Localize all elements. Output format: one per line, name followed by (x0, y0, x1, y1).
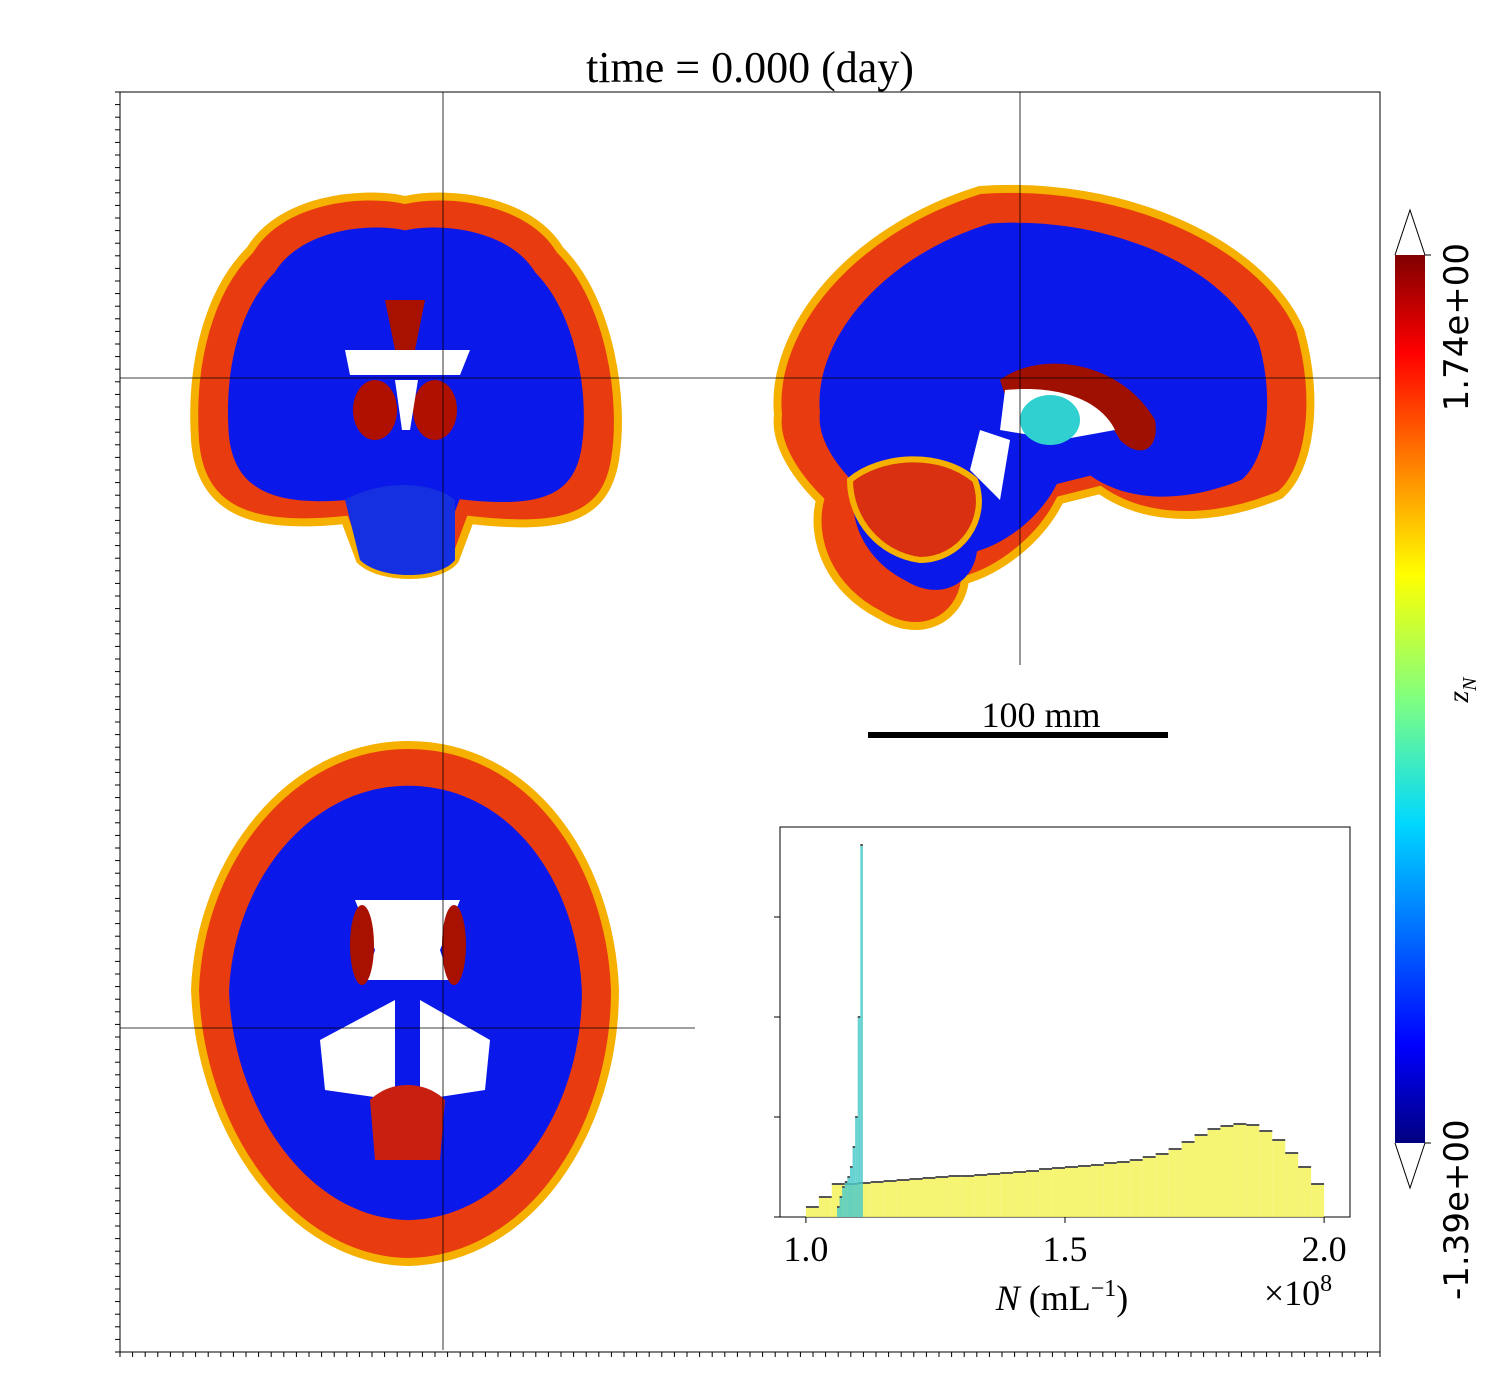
histogram-bar (948, 1176, 962, 1217)
x-label-unit: (mL (1029, 1278, 1091, 1318)
histogram-bar (1142, 1157, 1156, 1217)
histogram-bar (1077, 1166, 1091, 1217)
x-label-symbol: N (995, 1278, 1022, 1318)
histogram-bar (1103, 1163, 1117, 1217)
colorbar-tick-label: -1.39e+00 (1437, 1119, 1477, 1300)
histogram-bar (847, 1177, 850, 1217)
crosshairs (120, 92, 1380, 1350)
histogram-bar (1168, 1149, 1182, 1217)
histogram-bar (935, 1177, 949, 1217)
histogram-bar (1259, 1131, 1273, 1217)
offset-text: ×108 (1264, 1271, 1332, 1313)
histogram-bar (1246, 1125, 1260, 1217)
histogram-bar (1233, 1124, 1247, 1217)
histogram-bar (839, 1197, 843, 1217)
colorbar-extend-max (1394, 208, 1426, 256)
histogram-bar (1116, 1162, 1130, 1217)
scale-bar-label: 100 mm (981, 695, 1100, 735)
histogram-bar (1052, 1168, 1065, 1217)
histogram-bar (857, 1017, 861, 1217)
coronal-slice (190, 192, 622, 579)
x-label-close: ) (1116, 1278, 1128, 1318)
histogram-bar (855, 1117, 858, 1217)
histogram-bar (922, 1178, 936, 1217)
axial-slice (190, 740, 620, 1267)
histogram-bar (818, 1197, 832, 1217)
histogram-bar (883, 1181, 897, 1217)
histogram-bar (1013, 1172, 1027, 1217)
histogram-bar (1000, 1173, 1014, 1217)
colorbar-label-symbol: z (1442, 691, 1475, 704)
histogram-bar (844, 1182, 848, 1217)
x-tick-label: 1.0 (783, 1229, 828, 1269)
histogram-bar (1298, 1167, 1312, 1217)
histogram-bar (961, 1176, 975, 1217)
x-tick-label: 1.5 (1043, 1229, 1088, 1269)
histogram-bar (1090, 1165, 1104, 1217)
colorbar-extend-min (1394, 1142, 1426, 1190)
colorbar (1395, 255, 1425, 1143)
sagittal-slice (773, 185, 1315, 630)
histogram-bar (974, 1175, 988, 1217)
histogram-bar (842, 1187, 845, 1217)
x-tick-label: 2.0 (1302, 1229, 1347, 1269)
histogram: 1.0 1.5 2.0 (774, 844, 1347, 1269)
colorbar-tick-label: 1.74e+00 (1437, 243, 1477, 411)
histogram-bar (805, 1207, 819, 1217)
colorbar-label: zN (1442, 676, 1481, 704)
histogram-bar (909, 1179, 923, 1217)
histogram-bar (1311, 1184, 1325, 1217)
colorbar-ticks: -1.39e+00 1.74e+00 (1425, 243, 1477, 1300)
histogram-bar (987, 1174, 1001, 1217)
histogram-bar (1194, 1135, 1208, 1217)
title: time = 0.000 (day) (586, 43, 914, 92)
histogram-bar (1181, 1142, 1195, 1217)
histogram-bar (870, 1182, 884, 1217)
x-axis-label: N (mL−1) (995, 1276, 1129, 1318)
colorbar-label-subscript: N (1459, 676, 1481, 692)
histogram-bar (1065, 1167, 1078, 1217)
offset-exponent: 8 (1320, 1271, 1332, 1297)
offset-base: ×10 (1264, 1273, 1320, 1313)
histogram-bar (1129, 1160, 1143, 1217)
histogram-bar (896, 1180, 910, 1217)
histogram-bar (1220, 1126, 1234, 1217)
histogram-bar (860, 845, 863, 1217)
histogram-bar (1039, 1169, 1053, 1217)
histogram-bar (1155, 1154, 1169, 1217)
histogram-bar (1207, 1129, 1221, 1217)
frame-ticks (115, 91, 1381, 1357)
histogram-bar (837, 1207, 840, 1217)
histogram-bar (1026, 1171, 1040, 1217)
histogram-bar (852, 1147, 856, 1217)
x-label-exponent: −1 (1091, 1276, 1117, 1302)
histogram-bar (1272, 1140, 1286, 1217)
histogram-bar (1285, 1153, 1299, 1217)
histogram-bar (849, 1167, 853, 1217)
